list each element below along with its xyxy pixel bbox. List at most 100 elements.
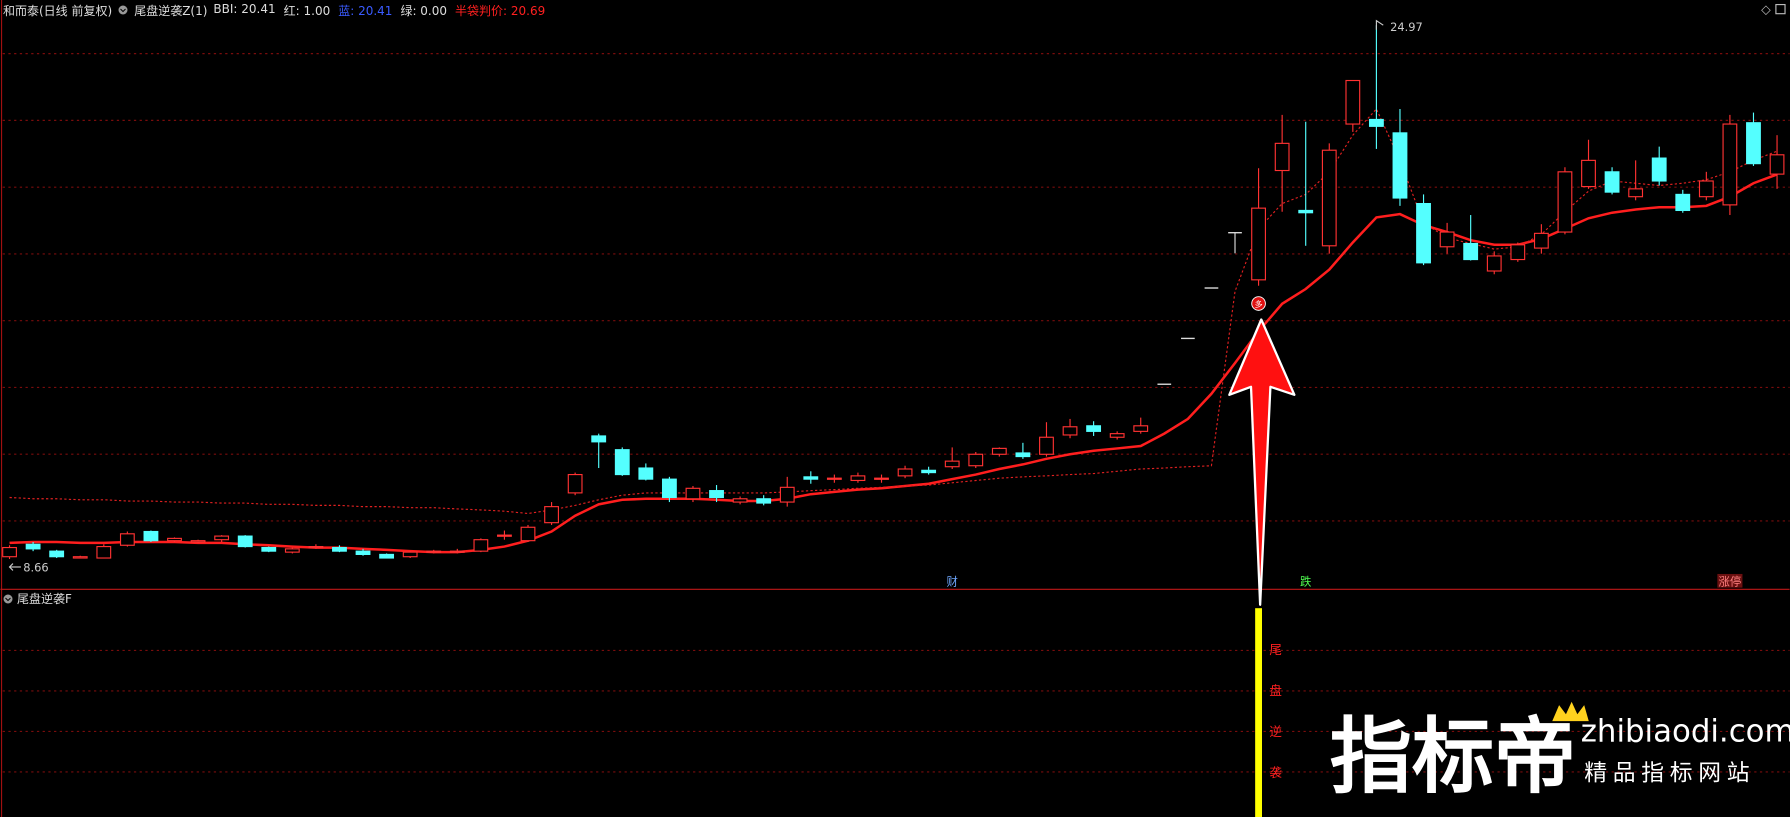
lower-panel-title: 尾盘逆袭F <box>17 592 72 606</box>
candle-body <box>1062 426 1078 436</box>
candle-body <box>497 534 512 537</box>
candle-body <box>1109 433 1125 438</box>
candle-body <box>72 556 88 559</box>
indicator-name: 尾盘逆袭Z(1) <box>134 3 208 18</box>
candle-body <box>1416 203 1431 264</box>
candle-body <box>709 490 724 499</box>
candle-body <box>119 533 135 546</box>
candle-body <box>402 551 418 558</box>
candle-body <box>1392 132 1408 199</box>
signal-bg <box>1717 573 1743 588</box>
candle-body <box>826 477 842 480</box>
candle-body <box>1039 436 1054 455</box>
buy-marker-label: 多 <box>1255 299 1263 309</box>
lower-panel-header: 尾盘逆袭F <box>3 590 72 607</box>
candle-body <box>1015 452 1031 458</box>
candle-body <box>850 475 866 482</box>
candle-body <box>756 498 772 504</box>
grid <box>2 53 1790 773</box>
candle-body <box>332 546 347 552</box>
candle-body <box>237 535 253 548</box>
extreme-label: 24.97 <box>1390 20 1423 34</box>
icon-window[interactable] <box>1775 3 1786 15</box>
brand: 指标帝 <box>1330 710 1576 805</box>
candle-body <box>779 486 795 503</box>
indicator-field: 红: 1.00 <box>283 3 331 18</box>
extreme-arrow <box>8 563 14 571</box>
crown-icon <box>1552 701 1589 722</box>
candle-body <box>685 487 701 500</box>
signal-bar <box>1255 608 1262 817</box>
buy-marker <box>1251 296 1266 311</box>
domain: zhibiaodi.com <box>1581 714 1790 750</box>
candle-body <box>968 453 984 467</box>
indicator-field: 半袋判价: 20.69 <box>455 3 546 18</box>
signal-text: 盘 <box>1269 683 1282 698</box>
candle-body <box>1368 118 1384 127</box>
candle-body <box>1581 159 1596 188</box>
candle-body <box>49 550 65 558</box>
signal-arrow <box>1228 318 1296 606</box>
extreme-arrow <box>1375 19 1384 30</box>
signal-text: 尾 <box>1269 642 1282 657</box>
extreme-label: 8.66 <box>23 561 48 575</box>
candle-body <box>1769 154 1785 175</box>
candle-body <box>1321 149 1337 247</box>
candle-body <box>355 550 371 555</box>
candle-body <box>379 553 395 559</box>
candle-body <box>214 535 230 541</box>
indicator-fields: BBI: 20.41 红: 1.00 蓝: 20.41 绿: 0.00 半袋判价: 20… <box>213 2 545 19</box>
toggle-icon[interactable] <box>118 5 128 15</box>
candle-body <box>308 545 324 549</box>
candle-body <box>1486 255 1502 272</box>
candle-body <box>544 506 559 524</box>
candle-body <box>1557 171 1573 233</box>
ma-line <box>9 107 1778 515</box>
candle-body <box>520 526 536 542</box>
candle-body <box>803 476 819 480</box>
candle-body <box>2 546 17 558</box>
candle-body <box>1439 231 1455 248</box>
candle-body <box>1698 180 1714 198</box>
slogan: 精品指标网站 <box>1584 760 1755 786</box>
candle-body <box>473 539 489 552</box>
candle-body <box>1628 188 1644 198</box>
candle-body <box>449 550 465 553</box>
symbol: 和而泰(日线 前复权) <box>3 3 113 18</box>
candle-body <box>1675 193 1691 212</box>
candle-body <box>261 546 277 552</box>
candle-body <box>167 537 182 542</box>
candle-body <box>284 548 300 553</box>
candle-body <box>732 498 748 503</box>
candle-body <box>1274 142 1290 172</box>
candle-body <box>1651 157 1667 182</box>
icon-diamond[interactable]: ◇ <box>1761 2 1771 17</box>
candle-body <box>1722 123 1738 206</box>
candle-body <box>897 468 913 477</box>
candle-body <box>25 543 41 550</box>
indicator-field: 蓝: 20.41 <box>338 3 393 18</box>
candle-body <box>921 469 937 474</box>
indicator-field: 绿: 0.00 <box>400 3 448 18</box>
candle-body <box>944 460 960 468</box>
signal-text: 逆 <box>1269 724 1282 739</box>
candle-body <box>874 477 889 480</box>
candle-body <box>190 540 206 543</box>
bbi-line <box>9 173 1778 554</box>
candle-body <box>426 550 442 553</box>
candle-body <box>567 473 583 494</box>
signal-label: 涨停 <box>1719 574 1742 588</box>
candle-body <box>614 449 630 476</box>
candle-body <box>1533 232 1549 249</box>
candle-body <box>96 545 112 559</box>
toggle-icon[interactable] <box>3 594 13 604</box>
candle-body <box>1345 79 1361 125</box>
candle-body <box>1251 207 1266 281</box>
candle-body <box>1463 242 1479 261</box>
candle-body <box>1746 122 1761 165</box>
header: 和而泰(日线 前复权) 尾盘逆袭Z(1) BBI: 20.41 红: 1.00 蓝:… <box>3 1 545 19</box>
